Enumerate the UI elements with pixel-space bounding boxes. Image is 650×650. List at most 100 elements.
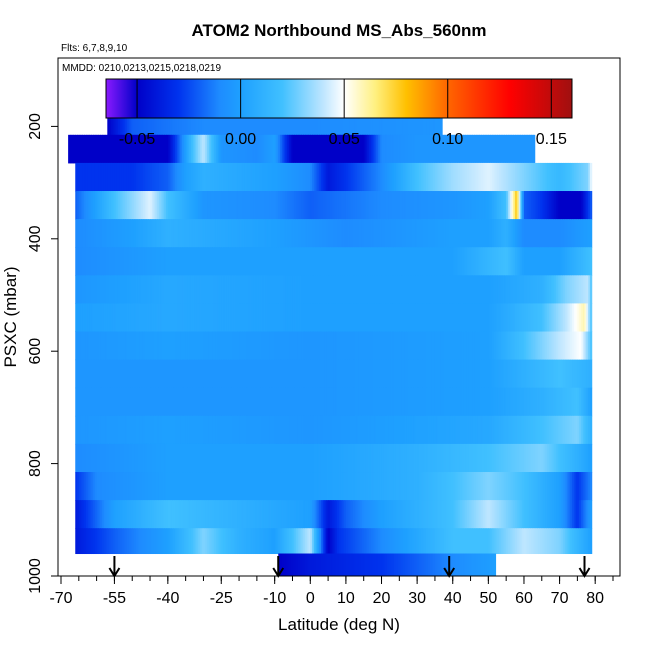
heatmap-cell (410, 331, 413, 361)
heatmap-cell (230, 134, 233, 164)
heatmap-cell (329, 331, 333, 361)
heatmap-cell (452, 219, 456, 248)
heatmap-cell (383, 500, 386, 529)
heatmap-cell (157, 528, 160, 555)
heatmap-cell (358, 219, 361, 248)
heatmap-cell (126, 247, 130, 276)
heatmap-cell (96, 415, 99, 445)
heatmap-cell (424, 275, 427, 304)
heatmap-cell (479, 219, 482, 248)
heatmap-cell (454, 359, 457, 389)
heatmap-cell (331, 106, 335, 136)
heatmap-cell (351, 303, 354, 333)
heatmap-cell (183, 359, 187, 389)
heatmap-cell (160, 303, 164, 333)
heatmap-cell (429, 443, 432, 473)
heatmap-cell (196, 528, 199, 555)
heatmap-cell (174, 472, 178, 501)
heatmap-cell (481, 359, 484, 389)
heatmap-cell (353, 303, 356, 333)
dates-label: MMDD: 0210,0213,0215,0218,0219 (62, 63, 221, 74)
heatmap-cell (429, 415, 432, 445)
heatmap-cell (166, 443, 169, 473)
heatmap-cell (292, 359, 295, 389)
heatmap-cell (388, 106, 392, 136)
heatmap-cell (529, 162, 532, 192)
heatmap-cell (561, 443, 564, 473)
heatmap-cell (523, 387, 527, 417)
heatmap-cell (466, 387, 470, 417)
heatmap-cell (527, 303, 530, 333)
heatmap-cell (573, 500, 577, 529)
heatmap-cell (260, 219, 263, 248)
heatmap-cell (477, 443, 481, 473)
heatmap-cell (228, 528, 231, 555)
heatmap-cell (377, 500, 381, 529)
heatmap-cell (328, 303, 331, 333)
heatmap-cell (447, 331, 450, 361)
heatmap-cell (105, 331, 108, 361)
heatmap-cell (483, 553, 486, 576)
heatmap-cell (461, 553, 465, 576)
heatmap-cell (410, 443, 413, 473)
heatmap-cell (80, 415, 83, 445)
heatmap-cell (333, 472, 336, 501)
heatmap-cell (507, 191, 511, 220)
heatmap-cell (214, 247, 217, 276)
heatmap-cell (525, 331, 529, 361)
heatmap-cell (401, 443, 404, 473)
heatmap-cell (395, 331, 399, 361)
heatmap-cell (433, 303, 436, 333)
heatmap-cell (347, 247, 351, 276)
heatmap-cell (488, 134, 491, 164)
heatmap-cell (166, 387, 169, 417)
heatmap-cell (107, 106, 110, 136)
heatmap-cell (251, 191, 254, 220)
heatmap-cell (288, 275, 292, 304)
heatmap-cell (278, 528, 281, 555)
heatmap-cell (342, 443, 345, 473)
heatmap-cell (552, 387, 555, 417)
heatmap-cell (260, 275, 263, 304)
heatmap-cell (187, 303, 190, 333)
heatmap-cell (575, 359, 578, 389)
heatmap-cell (82, 387, 85, 417)
heatmap-cell (472, 500, 475, 529)
heatmap-cell (84, 162, 87, 192)
heatmap-cell (280, 219, 283, 248)
heatmap-cell (470, 191, 473, 220)
heatmap-cell (194, 162, 197, 192)
heatmap-cell (198, 528, 201, 555)
heatmap-cell (288, 162, 292, 192)
heatmap-cell (349, 162, 352, 192)
heatmap-cell (117, 331, 121, 361)
heatmap-cell (315, 275, 319, 304)
heatmap-cell (347, 359, 351, 389)
heatmap-cell (511, 359, 514, 389)
heatmap-cell (490, 162, 493, 192)
heatmap-cell (556, 415, 559, 445)
heatmap-cell (449, 359, 452, 389)
heatmap-cell (344, 443, 347, 473)
heatmap-cell (217, 528, 221, 555)
heatmap-cell (312, 500, 315, 529)
heatmap-cell (103, 303, 107, 333)
heatmap-cell (518, 359, 522, 389)
flights-label: Flts: 6,7,8,9,10 (61, 43, 128, 54)
heatmap-cell (98, 528, 101, 555)
heatmap-cell (223, 415, 226, 445)
heatmap-cell (370, 247, 374, 276)
heatmap-cell (276, 191, 279, 220)
heatmap-cell (328, 275, 331, 304)
heatmap-cell (475, 162, 479, 192)
heatmap-cell (490, 191, 493, 220)
heatmap-cell (502, 247, 505, 276)
heatmap-cell (509, 387, 513, 417)
heatmap-cell (189, 443, 192, 473)
heatmap-cell (226, 303, 229, 333)
heatmap-cell (287, 162, 290, 192)
heatmap-cell (246, 359, 249, 389)
heatmap-cell (328, 106, 331, 136)
heatmap-cell (465, 134, 468, 164)
